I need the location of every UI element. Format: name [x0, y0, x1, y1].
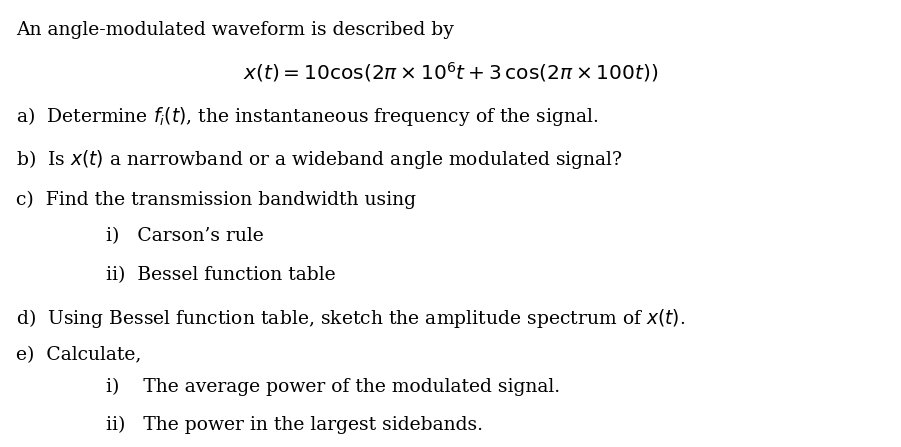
Text: e)  Calculate,: e) Calculate, [16, 346, 141, 364]
Text: i)   Carson’s rule: i) Carson’s rule [106, 228, 264, 245]
Text: c)  Find the transmission bandwidth using: c) Find the transmission bandwidth using [16, 190, 416, 209]
Text: b)  Is $x(t)$ a narrowband or a wideband angle modulated signal?: b) Is $x(t)$ a narrowband or a wideband … [16, 148, 623, 172]
Text: a)  Determine $f_i(t)$, the instantaneous frequency of the signal.: a) Determine $f_i(t)$, the instantaneous… [16, 105, 599, 128]
Text: d)  Using Bessel function table, sketch the amplitude spectrum of $x(t)$.: d) Using Bessel function table, sketch t… [16, 307, 686, 330]
Text: i)    The average power of the modulated signal.: i) The average power of the modulated si… [106, 378, 560, 396]
Text: $x(t) = 10\mathrm{cos}(2\pi \times 10^6t + 3\,\mathrm{cos}(2\pi \times 100t))$: $x(t) = 10\mathrm{cos}(2\pi \times 10^6t… [243, 60, 658, 84]
Text: ii)  Bessel function table: ii) Bessel function table [106, 266, 336, 284]
Text: ii)   The power in the largest sidebands.: ii) The power in the largest sidebands. [106, 416, 483, 434]
Text: An angle-modulated waveform is described by: An angle-modulated waveform is described… [16, 21, 454, 39]
